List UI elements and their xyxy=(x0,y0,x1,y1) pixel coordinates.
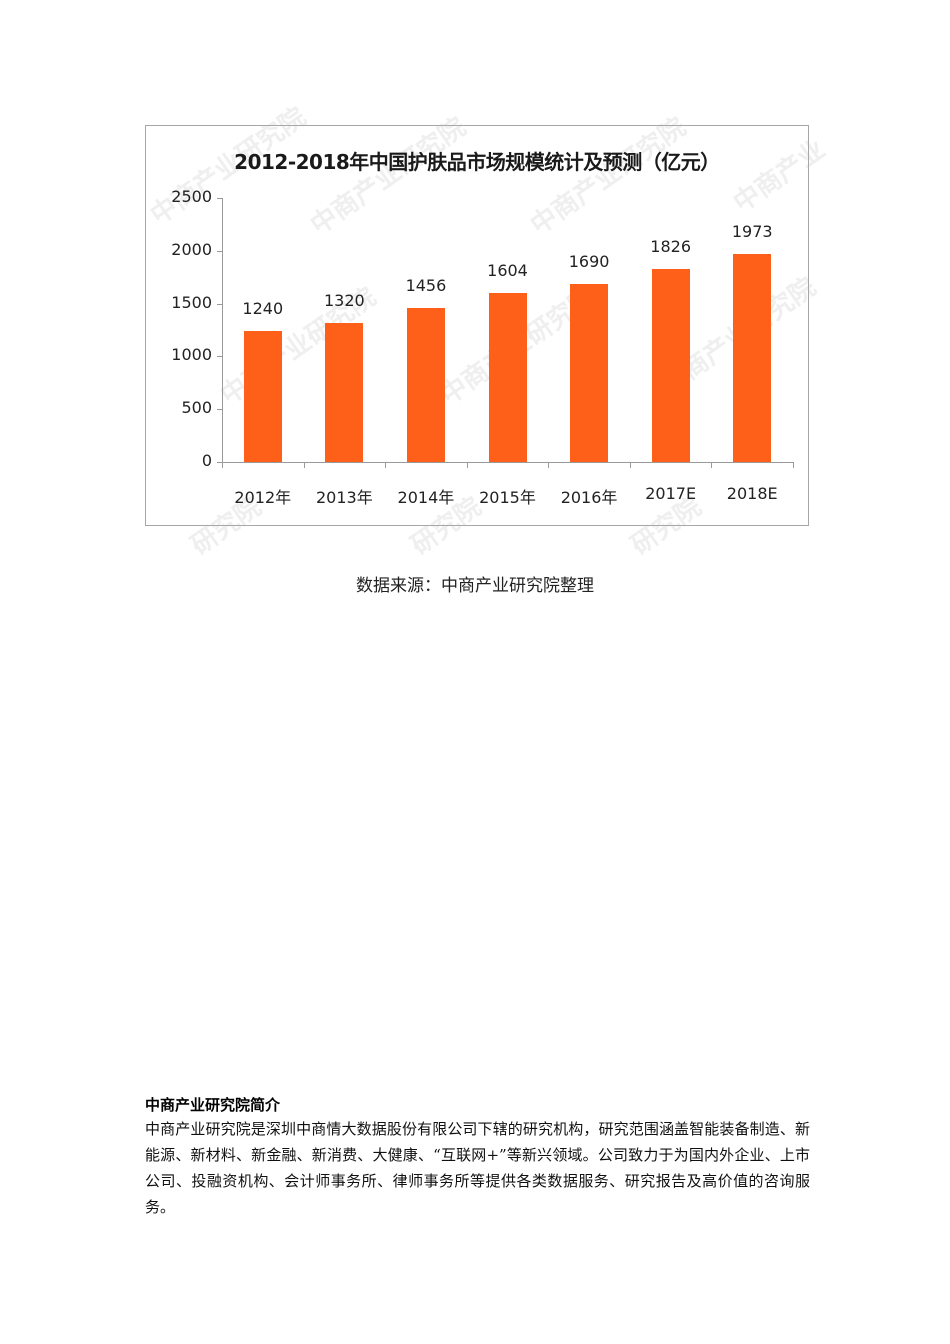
bar-value-label: 1826 xyxy=(650,237,691,257)
bar-value-label: 1690 xyxy=(568,251,610,271)
source-caption: 数据来源：中商产业研究院整理 xyxy=(356,576,594,596)
intro-paragraph: 中商产业研究院是深圳中商情大数据股份有限公司下辖的研究机构，研究范围涵盖智能装备… xyxy=(145,1120,810,1216)
y-tick xyxy=(217,356,222,358)
y-tick-label: 2000 xyxy=(171,239,212,259)
chart-frame: 中商产业研究院 中商产业研究院 中商产业研究院 中商产业 中商产业研究院 中商产… xyxy=(145,102,831,562)
intro-heading: 中商产业研究院简介 xyxy=(145,1096,281,1114)
x-tick xyxy=(303,462,305,468)
x-category-label: 2012年 xyxy=(234,488,292,507)
bar-value-label: 1604 xyxy=(487,260,528,280)
bar-value-label: 1456 xyxy=(405,276,447,296)
y-axis-line xyxy=(222,198,223,463)
x-tick xyxy=(548,462,550,468)
y-tick xyxy=(217,198,222,199)
y-tick-label: 1000 xyxy=(171,345,212,365)
x-category-label: 2015年 xyxy=(479,488,536,507)
x-category-label: 2014年 xyxy=(397,488,455,507)
bar xyxy=(733,253,772,462)
y-tick xyxy=(217,409,222,411)
chart-title: 2012-2018年中国护肤品市场规模统计及预测（亿元） xyxy=(234,150,720,174)
x-category-label: 2016年 xyxy=(560,488,618,507)
y-tick xyxy=(217,303,222,305)
bar xyxy=(651,269,690,462)
x-tick xyxy=(793,462,794,468)
bar xyxy=(406,308,445,462)
x-tick xyxy=(711,462,713,468)
x-tick xyxy=(222,462,223,468)
x-tick xyxy=(466,462,468,468)
bar-value-label: 1240 xyxy=(242,299,284,319)
x-tick xyxy=(629,462,631,468)
bar-value-label: 1320 xyxy=(323,290,365,310)
bar xyxy=(488,292,527,462)
bar xyxy=(325,322,364,462)
y-tick-label: 2500 xyxy=(171,187,212,206)
y-tick-label: 500 xyxy=(181,398,212,418)
bar xyxy=(570,283,609,462)
x-axis-line xyxy=(222,462,793,463)
y-tick-label: 0 xyxy=(201,451,212,470)
x-category-label: 2013年 xyxy=(315,488,373,507)
bar xyxy=(243,331,282,462)
y-tick xyxy=(217,462,222,463)
y-tick xyxy=(217,250,222,252)
x-tick xyxy=(385,462,387,468)
y-tick-label: 1500 xyxy=(171,292,212,312)
x-category-label: 2018E xyxy=(726,484,778,503)
x-category-label: 2017E xyxy=(645,484,697,503)
bar-value-label: 1973 xyxy=(731,221,773,241)
